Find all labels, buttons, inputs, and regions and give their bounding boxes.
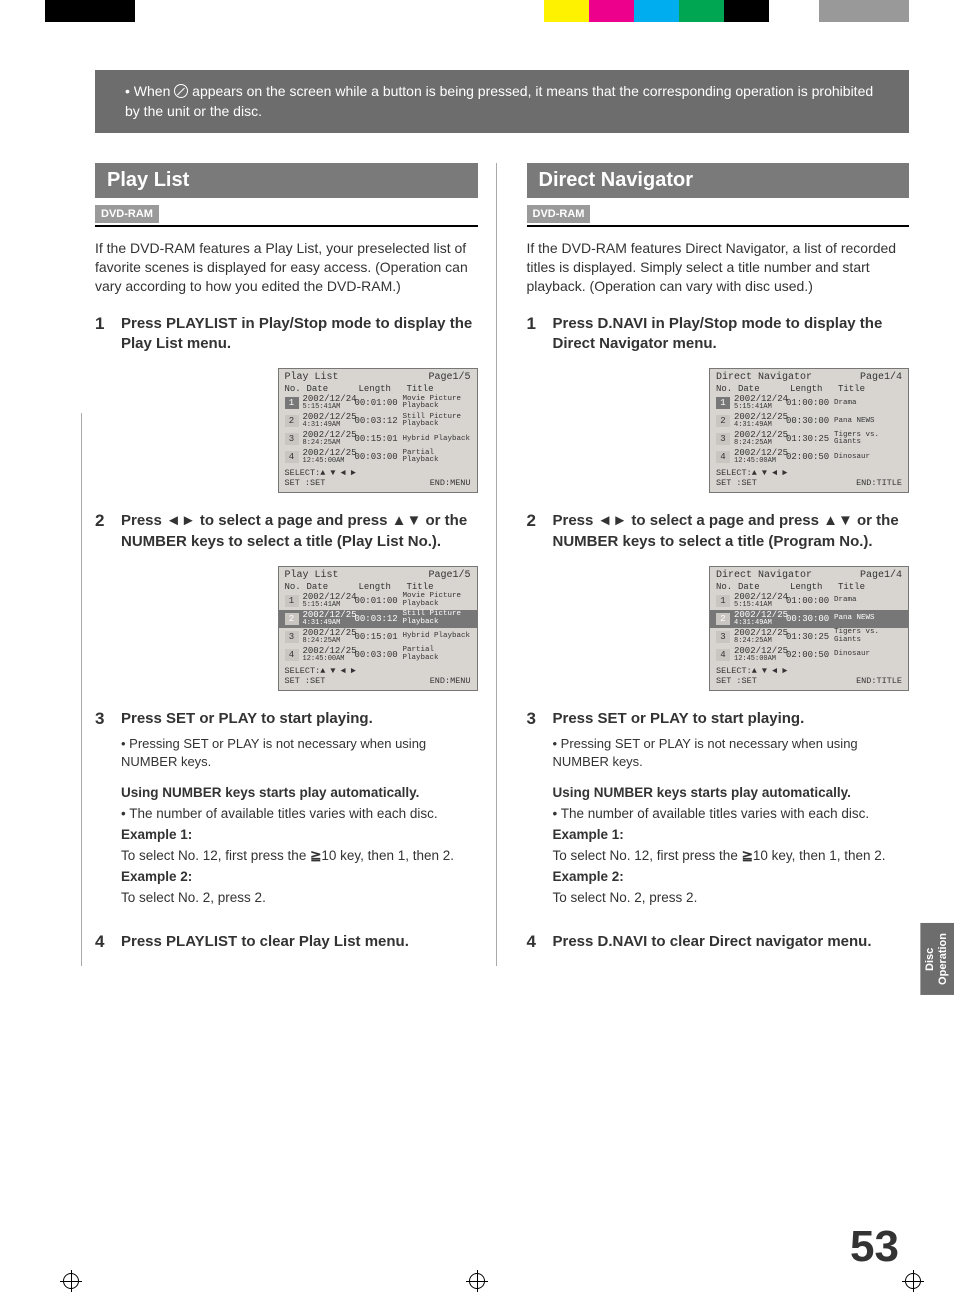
page-number: 53 [850,1222,899,1272]
step-4-left: 4 Press PLAYLIST to clear Play List menu… [95,932,478,952]
divider [95,225,478,227]
osd-play-list-1: Play ListPage1/5 No.DateLengthTitle 1200… [278,368,478,493]
osd-row: 12002/12/245:15:41AM01:00:00Drama [710,394,908,412]
osd-row: 32002/12/258:24:25AM01:30:25Tigers vs. G… [710,430,908,448]
intro-left: If the DVD-RAM features a Play List, you… [95,239,478,296]
step-2-left: 2 Press ◄► to select a page and press ▲▼… [95,511,478,552]
step3-title-right: Press SET or PLAY to start playing. [553,710,805,727]
ge-icon: ≧ [310,848,321,863]
vertical-rule [81,413,82,966]
divider [527,225,910,227]
notice-text-after: appears on the screen while a button is … [125,83,873,119]
step2-text-left: Press ◄► to select a page and press ▲▼ o… [121,512,467,549]
step-3-right: 3 Press SET or PLAY to start playing. Pr… [527,709,910,770]
step2-text-right: Press ◄► to select a page and press ▲▼ o… [553,512,899,549]
page-content: When appears on the screen while a butto… [95,70,909,1234]
osd-row: 32002/12/258:24:25AM01:30:25Tigers vs. G… [710,628,908,646]
step-1-left: 1 Press PLAYLIST in Play/Stop mode to di… [95,314,478,355]
section-title-direct-navigator: Direct Navigator [527,163,910,198]
side-tab-disc-operation: Disc Operation [920,923,954,995]
osd-row: 22002/12/254:31:49AM00:03:12Still Pictur… [279,610,477,628]
notice-band: When appears on the screen while a butto… [95,70,909,133]
osd-play-list-2: Play ListPage1/5 No.DateLengthTitle 1200… [278,566,478,691]
badge-dvd-ram-right: DVD-RAM [527,205,591,223]
number-keys-block-left: Using NUMBER keys starts play automatica… [121,784,478,907]
osd-row: 12002/12/245:15:41AM00:01:00Movie Pictur… [279,592,477,610]
registration-marks [0,1268,954,1294]
osd-row: 22002/12/254:31:49AM00:03:12Still Pictur… [279,412,477,430]
osd-row: 32002/12/258:24:25AM00:15:01Hybrid Playb… [279,430,477,448]
intro-right: If the DVD-RAM features Direct Navigator… [527,239,910,296]
step4-text-left: Press PLAYLIST to clear Play List menu. [121,933,409,950]
osd-row: 12002/12/245:15:41AM00:01:00Movie Pictur… [279,394,477,412]
step-4-right: 4 Press D.NAVI to clear Direct navigator… [527,932,910,952]
step3-sub-right: Pressing SET or PLAY is not necessary wh… [553,735,910,770]
osd-row: 12002/12/245:15:41AM01:00:00Drama [710,592,908,610]
prohibit-icon [174,84,188,98]
print-color-bar [0,0,954,22]
step-3-left: 3 Press SET or PLAY to start playing. Pr… [95,709,478,770]
osd-direct-navigator-2: Direct NavigatorPage1/4 No.DateLengthTit… [709,566,909,691]
step-1-right: 1 Press D.NAVI in Play/Stop mode to disp… [527,314,910,355]
step-2-right: 2 Press ◄► to select a page and press ▲▼… [527,511,910,552]
step4-text-right: Press D.NAVI to clear Direct navigator m… [553,933,872,950]
column-play-list: Play List DVD-RAM If the DVD-RAM feature… [95,163,497,966]
osd-row: 22002/12/254:31:49AM00:30:00Pana NEWS [710,610,908,628]
osd-row: 42002/12/2512:45:00AM00:03:00Partial Pla… [279,448,477,466]
number-keys-block-right: Using NUMBER keys starts play automatica… [553,784,910,907]
osd-row: 42002/12/2512:45:00AM02:00:50Dinosaur [710,646,908,664]
osd-row: 42002/12/2512:45:00AM02:00:50Dinosaur [710,448,908,466]
column-direct-navigator: Direct Navigator DVD-RAM If the DVD-RAM … [527,163,910,966]
step1-text-left: Press PLAYLIST in Play/Stop mode to disp… [121,315,472,352]
osd-direct-navigator-1: Direct NavigatorPage1/4 No.DateLengthTit… [709,368,909,493]
badge-dvd-ram-left: DVD-RAM [95,205,159,223]
step3-sub-left: Pressing SET or PLAY is not necessary wh… [121,735,478,770]
section-title-play-list: Play List [95,163,478,198]
notice-text-before: When [125,83,174,99]
ge-icon: ≧ [742,848,753,863]
osd-row: 32002/12/258:24:25AM00:15:01Hybrid Playb… [279,628,477,646]
step1-text-right: Press D.NAVI in Play/Stop mode to displa… [553,315,883,352]
osd-row: 42002/12/2512:45:00AM00:03:00Partial Pla… [279,646,477,664]
step3-title-left: Press SET or PLAY to start playing. [121,710,373,727]
osd-row: 22002/12/254:31:49AM00:30:00Pana NEWS [710,412,908,430]
